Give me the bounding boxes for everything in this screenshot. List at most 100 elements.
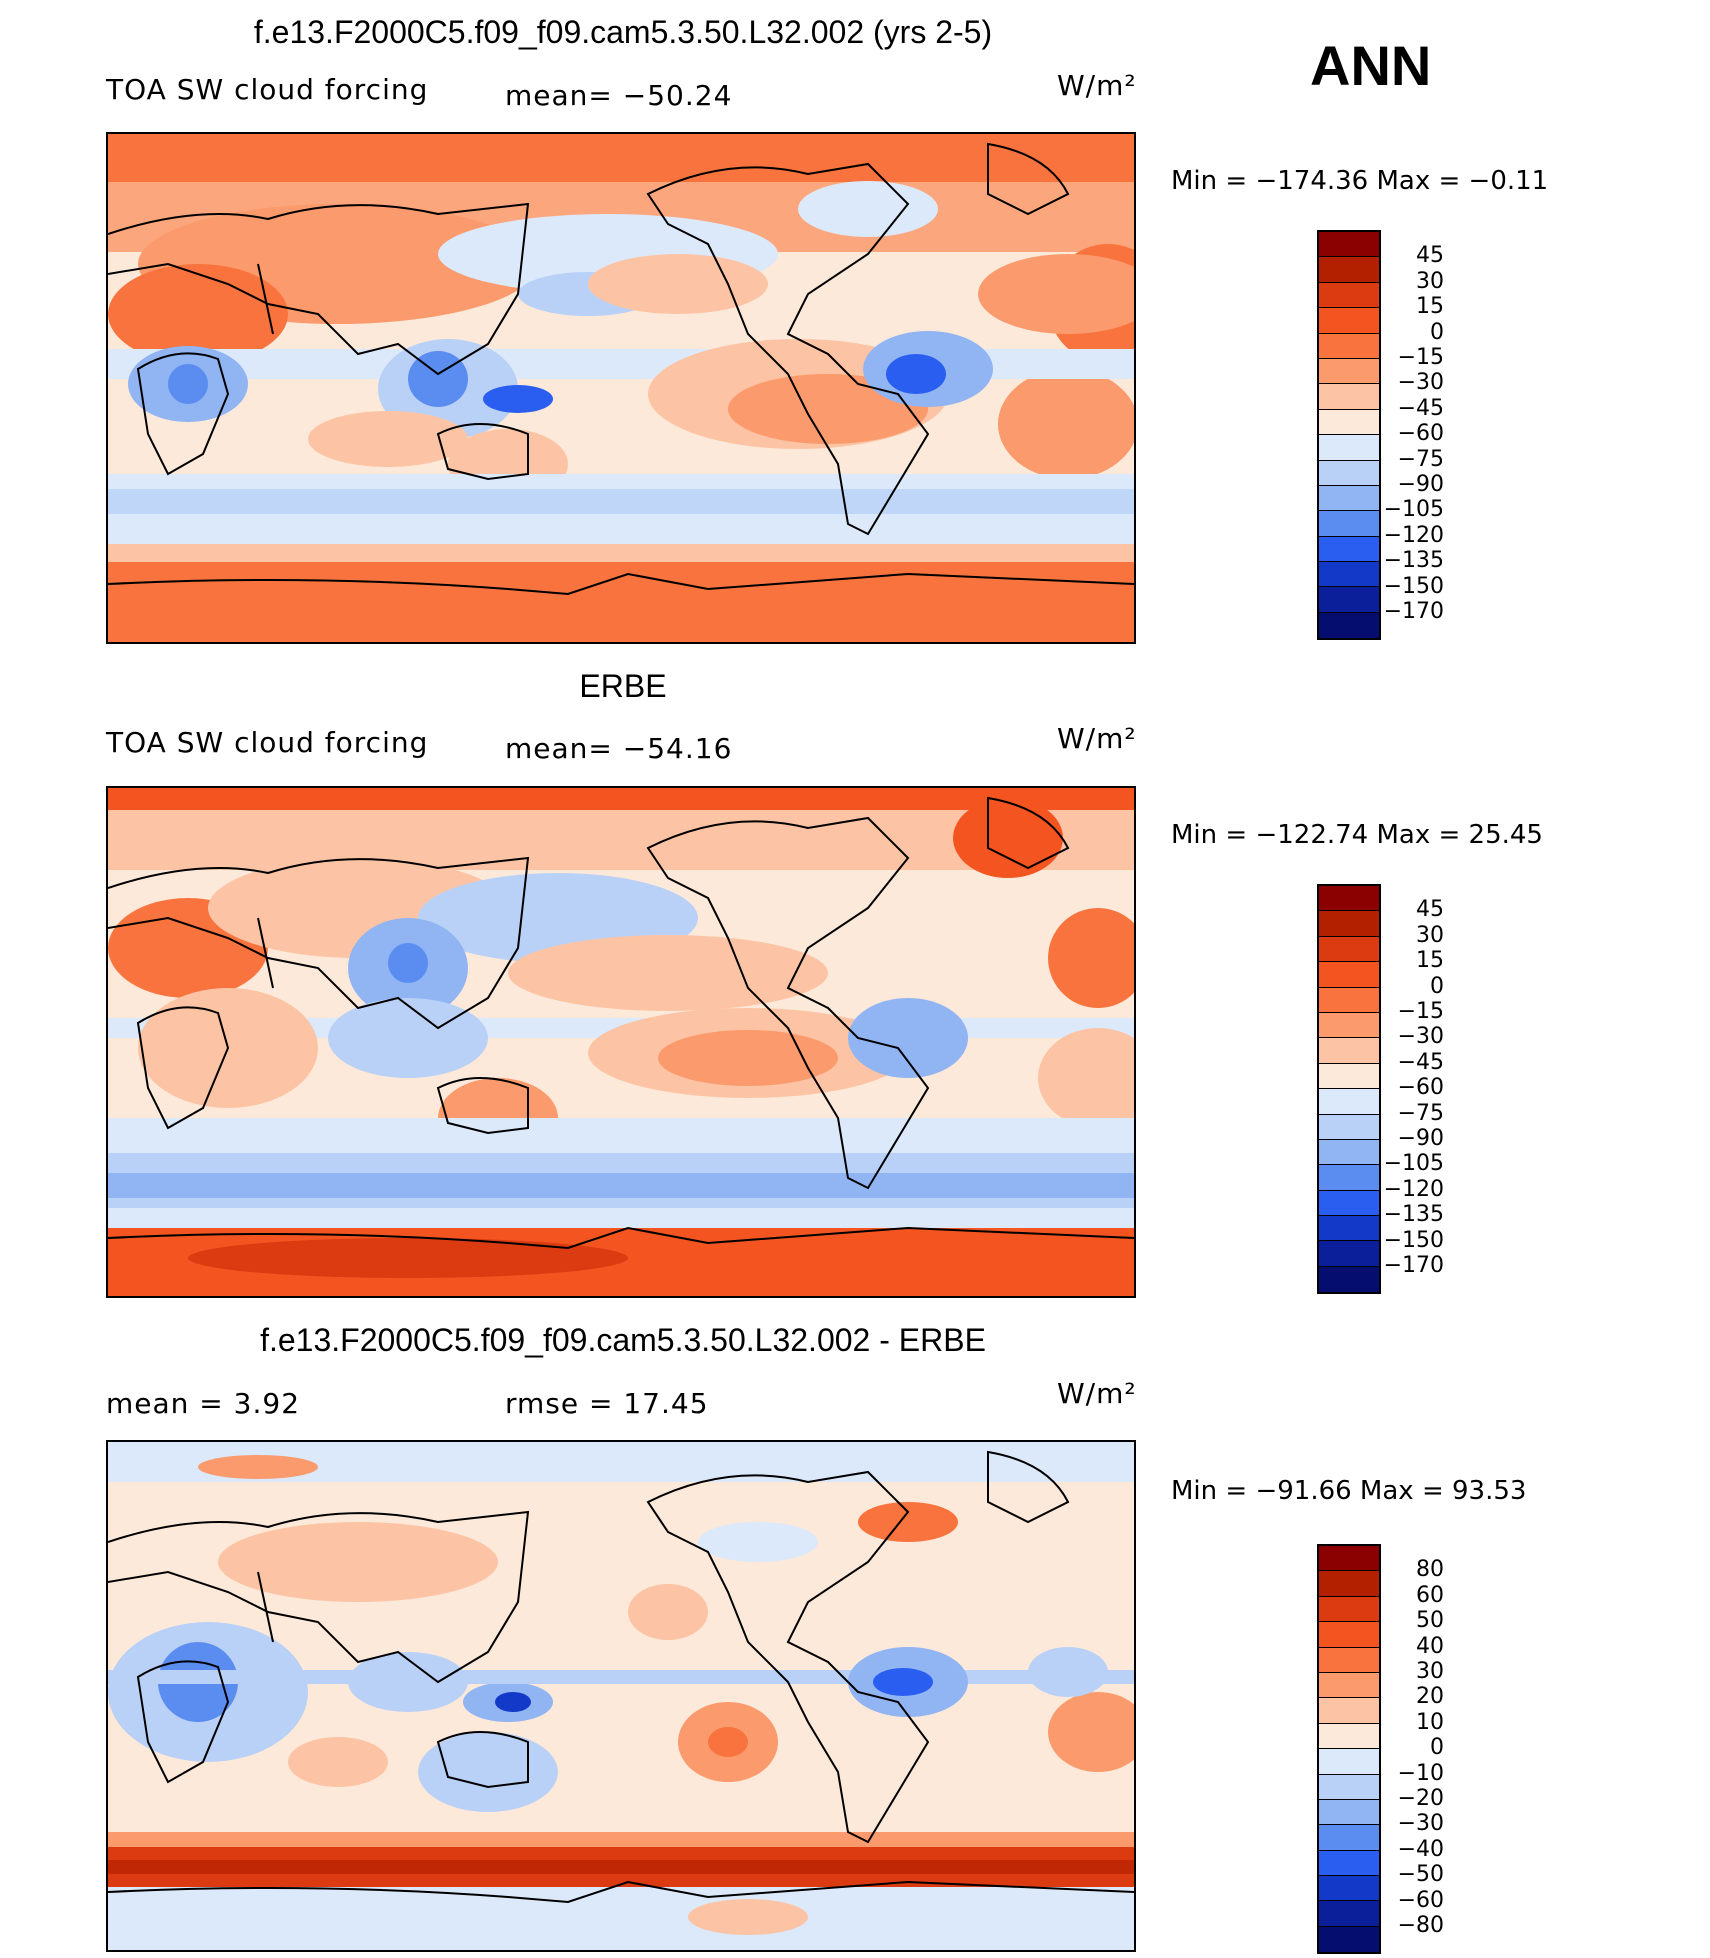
colorbar-swatch bbox=[1319, 511, 1379, 537]
colorbar-level-label: −40 bbox=[1397, 1836, 1444, 1862]
colorbar-swatch bbox=[1319, 282, 1379, 309]
colorbar-level-label: −15 bbox=[1397, 345, 1444, 370]
colorbar-level-label: −60 bbox=[1397, 1887, 1444, 1913]
colorbar-swatch bbox=[1319, 936, 1379, 963]
colorbar-level-label: −150 bbox=[1383, 573, 1444, 599]
colorbar-level-label: 0 bbox=[1430, 319, 1444, 345]
colorbar-swatch bbox=[1319, 562, 1379, 588]
colorbar-level-label: 10 bbox=[1416, 1709, 1444, 1735]
colorbar-swatch bbox=[1319, 1926, 1379, 1953]
colorbar-swatch bbox=[1319, 1139, 1379, 1166]
colorbar-swatch bbox=[1319, 886, 1379, 912]
colorbar-swatch bbox=[1319, 987, 1379, 1013]
colorbar-swatch bbox=[1319, 1089, 1379, 1115]
panel-2-colorbar bbox=[1317, 884, 1381, 1295]
panel-2-mean: mean= −54.16 bbox=[505, 732, 733, 765]
colorbar-swatch bbox=[1319, 460, 1379, 486]
colorbar-swatch bbox=[1319, 1749, 1379, 1775]
colorbar-level-label: 45 bbox=[1416, 243, 1444, 269]
colorbar-level-label: −90 bbox=[1397, 1126, 1444, 1151]
colorbar-swatch bbox=[1319, 1647, 1379, 1673]
colorbar-level-label: −50 bbox=[1397, 1862, 1444, 1888]
colorbar-level-label: 60 bbox=[1416, 1582, 1444, 1608]
colorbar-level-label: 0 bbox=[1430, 973, 1444, 999]
colorbar-level-label: 0 bbox=[1430, 1735, 1444, 1761]
colorbar-level-label: −20 bbox=[1397, 1786, 1444, 1811]
colorbar-level-label: −150 bbox=[1383, 1227, 1444, 1253]
panel-1-minmax: Min = −174.36 Max = −0.11 bbox=[1171, 166, 1549, 196]
colorbar-level-label: −30 bbox=[1397, 370, 1444, 396]
colorbar-swatch bbox=[1319, 1063, 1379, 1090]
panel-2-minmax: Min = −122.74 Max = 25.45 bbox=[1171, 820, 1543, 850]
colorbar-swatch bbox=[1319, 1266, 1379, 1293]
colorbar-swatch bbox=[1319, 1799, 1379, 1826]
panel-1-units: W/m² bbox=[1057, 69, 1137, 102]
colorbar-swatch bbox=[1319, 409, 1379, 436]
colorbar-swatch bbox=[1319, 308, 1379, 334]
colorbar-level-label: 30 bbox=[1416, 268, 1444, 294]
colorbar-level-label: −120 bbox=[1383, 1176, 1444, 1202]
colorbar-swatch bbox=[1319, 1012, 1379, 1039]
colorbar-swatch bbox=[1319, 536, 1379, 563]
colorbar-level-label: −30 bbox=[1397, 1811, 1444, 1837]
colorbar-swatch bbox=[1319, 257, 1379, 283]
colorbar-swatch bbox=[1319, 1216, 1379, 1242]
colorbar-swatch bbox=[1319, 1825, 1379, 1851]
colorbar-level-label: −60 bbox=[1397, 1075, 1444, 1101]
colorbar-level-label: −120 bbox=[1383, 522, 1444, 548]
colorbar-level-label: 80 bbox=[1416, 1557, 1444, 1583]
colorbar-level-label: 45 bbox=[1416, 897, 1444, 923]
colorbar-level-label: −75 bbox=[1397, 1100, 1444, 1126]
colorbar-swatch bbox=[1319, 1546, 1379, 1572]
colorbar-swatch bbox=[1319, 1622, 1379, 1648]
colorbar-swatch bbox=[1319, 435, 1379, 461]
panel-1-title: f.e13.F2000C5.f09_f09.cam5.3.50.L32.002 … bbox=[253, 14, 993, 50]
colorbar-level-label: −105 bbox=[1383, 497, 1444, 523]
colorbar-swatch bbox=[1319, 962, 1379, 988]
panel-3-mean: mean = 3.92 bbox=[106, 1387, 301, 1420]
colorbar-level-label: −135 bbox=[1383, 1202, 1444, 1228]
panel-3-rmse: rmse = 17.45 bbox=[505, 1387, 709, 1420]
colorbar-swatch bbox=[1319, 333, 1379, 359]
colorbar-level-label: −60 bbox=[1397, 421, 1444, 447]
colorbar-swatch bbox=[1319, 612, 1379, 639]
panel-1-mean: mean= −50.24 bbox=[505, 79, 733, 112]
colorbar-level-label: −10 bbox=[1397, 1760, 1444, 1786]
colorbar-level-label: −30 bbox=[1397, 1024, 1444, 1050]
panel-2-map bbox=[106, 786, 1136, 1298]
colorbar-level-label: −105 bbox=[1383, 1151, 1444, 1177]
colorbar-level-label: −45 bbox=[1397, 395, 1444, 421]
colorbar-level-label: 15 bbox=[1416, 294, 1444, 320]
season-label: ANN bbox=[1310, 34, 1432, 97]
colorbar-swatch bbox=[1319, 485, 1379, 512]
colorbar-swatch bbox=[1319, 384, 1379, 410]
colorbar-swatch bbox=[1319, 1774, 1379, 1800]
colorbar-swatch bbox=[1319, 1698, 1379, 1724]
colorbar-level-label: −170 bbox=[1383, 599, 1444, 624]
panel-3-colorbar bbox=[1317, 1544, 1381, 1955]
colorbar-swatch bbox=[1319, 911, 1379, 937]
colorbar-level-label: 50 bbox=[1416, 1608, 1444, 1634]
panel-2-title: ERBE bbox=[579, 668, 667, 704]
colorbar-level-label: 20 bbox=[1416, 1684, 1444, 1710]
colorbar-swatch bbox=[1319, 232, 1379, 258]
colorbar-swatch bbox=[1319, 1596, 1379, 1623]
panel-3-minmax: Min = −91.66 Max = 93.53 bbox=[1171, 1476, 1527, 1506]
colorbar-level-label: 15 bbox=[1416, 948, 1444, 974]
colorbar-level-label: −135 bbox=[1383, 548, 1444, 574]
colorbar-swatch bbox=[1319, 1165, 1379, 1191]
colorbar-swatch bbox=[1319, 1190, 1379, 1217]
panel-3-map bbox=[106, 1440, 1136, 1952]
panel-2-units: W/m² bbox=[1057, 722, 1137, 755]
panel-3-title: f.e13.F2000C5.f09_f09.cam5.3.50.L32.002 … bbox=[260, 1322, 986, 1358]
colorbar-level-label: −80 bbox=[1397, 1913, 1444, 1938]
colorbar-swatch bbox=[1319, 1672, 1379, 1699]
colorbar-swatch bbox=[1319, 1038, 1379, 1064]
colorbar-swatch bbox=[1319, 587, 1379, 613]
colorbar-swatch bbox=[1319, 1850, 1379, 1877]
colorbar-swatch bbox=[1319, 1901, 1379, 1927]
colorbar-level-label: −170 bbox=[1383, 1253, 1444, 1278]
colorbar-level-label: 30 bbox=[1416, 922, 1444, 948]
colorbar-swatch bbox=[1319, 1114, 1379, 1140]
colorbar-level-label: −90 bbox=[1397, 472, 1444, 497]
